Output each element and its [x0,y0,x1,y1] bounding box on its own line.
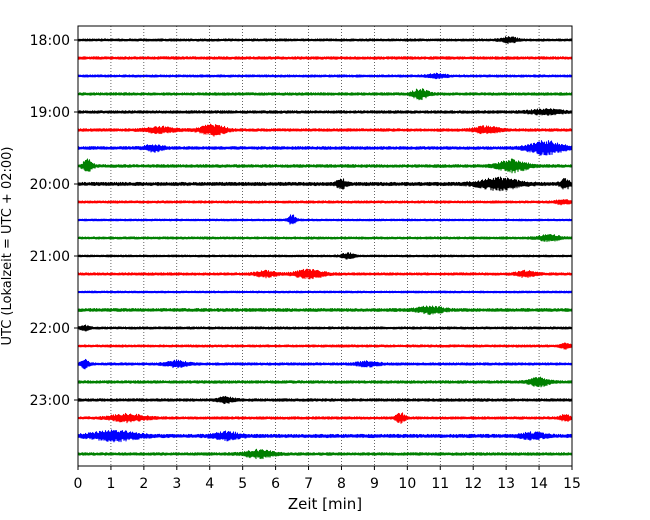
x-tick-label: 11 [431,476,449,492]
y-tick-label: 19:00 [30,105,70,121]
x-tick-label: 7 [304,476,313,492]
x-tick-label: 14 [530,476,548,492]
y-axis-ticks: 18:00 19:00 20:00 21:00 22:00 23:00 [30,33,78,409]
x-tick-label: 12 [464,476,482,492]
x-tick-label: 3 [172,476,181,492]
x-tick-label: 6 [271,476,280,492]
y-tick-label: 21:00 [30,249,70,265]
x-tick-label: 9 [370,476,379,492]
plot-frame [77,25,573,467]
x-tick-label: 13 [497,476,515,492]
x-tick-label: 0 [74,476,83,492]
y-axis-label: UTC (Lokalzeit = UTC + 02:00) [0,147,15,346]
x-tick-label: 15 [563,476,581,492]
x-tick-label: 5 [238,476,247,492]
x-tick-label: 2 [139,476,148,492]
y-tick-label: 20:00 [30,177,70,193]
y-tick-label: 23:00 [30,393,70,409]
x-axis-label: Zeit [min] [288,495,362,513]
x-grid [110,26,540,466]
x-tick-label: 10 [398,476,416,492]
y-tick-label: 22:00 [30,321,70,337]
x-tick-label: 1 [106,476,115,492]
seismic-traces [77,36,573,460]
y-tick-label: 18:00 [30,33,70,49]
x-tick-label: 8 [337,476,346,492]
plot-background [78,26,572,466]
x-axis-ticks: 0 1 2 3 4 5 6 7 8 9 10 11 12 13 14 15 [74,466,581,492]
x-tick-label: 4 [205,476,214,492]
